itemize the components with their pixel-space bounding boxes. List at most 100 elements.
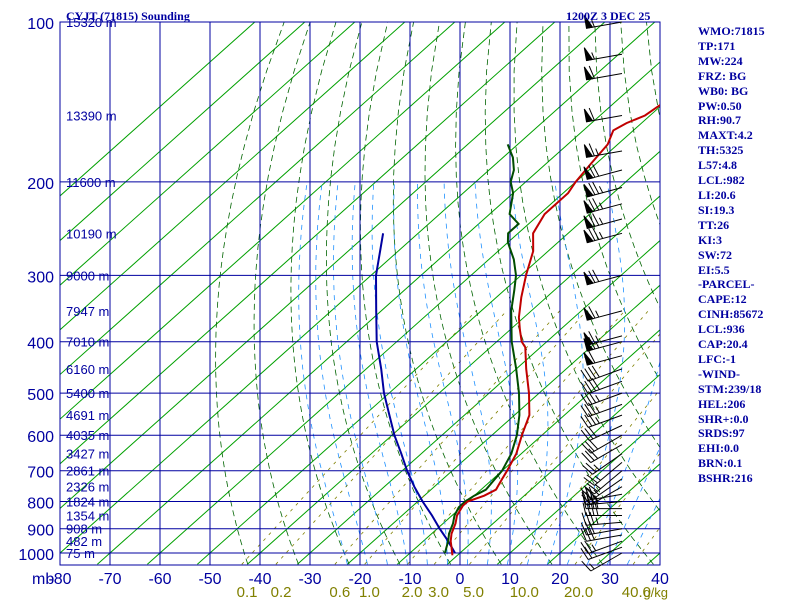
moist-adiabat-line bbox=[474, 181, 519, 565]
mixing-ratio-tick-label: 0.1 bbox=[237, 584, 258, 600]
moist-adiabat-line bbox=[371, 181, 428, 565]
index-line: SHR+:0.0 bbox=[698, 411, 749, 426]
temperature-tick-label: 40 bbox=[651, 571, 669, 588]
pressure-temperature-grid bbox=[59, 21, 661, 566]
height-label: 4691 m bbox=[66, 408, 109, 423]
index-line: CAPE:12 bbox=[698, 292, 747, 307]
dry-adiabat-line bbox=[253, 22, 311, 565]
height-label: 7010 m bbox=[66, 335, 109, 350]
index-line: CINH:85672 bbox=[698, 307, 764, 322]
isotherm-line bbox=[347, 284, 660, 565]
mixing-ratio-tick-label: 5.0 bbox=[463, 584, 484, 600]
isotherm-line bbox=[60, 22, 506, 420]
index-line: TH:5325 bbox=[698, 143, 744, 158]
wind-barb bbox=[583, 470, 623, 495]
wind-barb bbox=[581, 552, 623, 572]
pressure-tick-label: 300 bbox=[27, 269, 54, 286]
index-line: EI:5.5 bbox=[698, 262, 730, 277]
index-line: LCL:936 bbox=[698, 322, 745, 337]
wind-barb bbox=[583, 331, 623, 346]
isotherm-line bbox=[60, 22, 256, 197]
index-line: MW:224 bbox=[698, 53, 743, 68]
mixing-ratio-tick-label: 2.0 bbox=[402, 584, 423, 600]
pressure-tick-label: 700 bbox=[27, 465, 54, 482]
moist-adiabat-line bbox=[443, 181, 492, 565]
wind-barb bbox=[583, 164, 623, 180]
mixing-ratio-line bbox=[632, 526, 660, 565]
index-line: SRDS:97 bbox=[698, 426, 745, 441]
mixing-ratio-tick-label: 10.0 bbox=[510, 584, 539, 600]
station-title: CYJT (71815) Sounding bbox=[66, 9, 190, 23]
index-line: TT:26 bbox=[698, 217, 730, 232]
temperature-tick-label: -70 bbox=[98, 571, 121, 588]
mixing-ratio-tick-label: 0.2 bbox=[271, 584, 292, 600]
wind-barb bbox=[583, 65, 623, 81]
isotherm-line bbox=[497, 418, 660, 565]
mixing-ratio-tick-label: 3.0 bbox=[428, 584, 449, 600]
pressure-unit-label: mb bbox=[32, 571, 54, 588]
isotherm-line bbox=[60, 22, 356, 286]
diagram-background-lines bbox=[60, 22, 660, 565]
pressure-tick-label: 100 bbox=[27, 16, 54, 33]
index-line: RH:90.7 bbox=[698, 113, 741, 128]
temperature-tick-label: -50 bbox=[198, 571, 221, 588]
wind-barbs bbox=[580, 15, 623, 572]
dry-adiabat-line bbox=[290, 22, 350, 565]
index-line: LCL:982 bbox=[698, 173, 745, 188]
temperature-profile-line bbox=[449, 103, 660, 556]
isotherm-line bbox=[60, 22, 456, 376]
index-line: L57:4.8 bbox=[698, 158, 737, 173]
index-line: LI:20.6 bbox=[698, 187, 736, 202]
moist-adiabat-line bbox=[393, 181, 448, 565]
dewpoint-profile-line bbox=[444, 144, 521, 554]
index-line: -PARCEL- bbox=[698, 277, 755, 292]
height-label: 5400 m bbox=[66, 386, 109, 401]
height-label: 11600 m bbox=[66, 175, 116, 190]
wind-barb bbox=[583, 15, 623, 29]
pressure-tick-label: 800 bbox=[27, 496, 54, 513]
mixing-ratio-line bbox=[334, 310, 560, 565]
height-label: 4035 m bbox=[66, 428, 109, 443]
temperature-tick-label: -20 bbox=[348, 571, 371, 588]
isotherm-line bbox=[447, 373, 660, 565]
index-line: EHI:0.0 bbox=[698, 441, 740, 456]
index-line: LFC:-1 bbox=[698, 351, 736, 366]
temperature-tick-label: -60 bbox=[148, 571, 171, 588]
mixing-ratio-tick-label: 40.0 bbox=[622, 584, 651, 600]
index-line: TP:171 bbox=[698, 38, 736, 53]
height-label: 908 m bbox=[66, 522, 102, 537]
moist-adiabat-line bbox=[298, 181, 348, 565]
wind-barb bbox=[583, 143, 623, 158]
dry-adiabat-line bbox=[215, 22, 285, 565]
height-label: 1824 m bbox=[66, 495, 109, 510]
wind-barb bbox=[580, 402, 623, 418]
moist-adiabat-line bbox=[547, 181, 584, 565]
temperature-tick-label: -80 bbox=[48, 571, 71, 588]
isotherm-line bbox=[297, 239, 660, 565]
height-label: 2861 m bbox=[66, 464, 109, 479]
moist-adiabat-line bbox=[351, 181, 408, 565]
mixing-ratio-line bbox=[520, 388, 660, 565]
pressure-tick-label: 200 bbox=[27, 176, 54, 193]
wind-barb bbox=[580, 413, 623, 428]
height-label: 9000 m bbox=[66, 268, 109, 283]
index-line: SI:19.3 bbox=[698, 202, 735, 217]
wind-barb bbox=[580, 424, 623, 442]
wind-barb bbox=[581, 511, 623, 526]
wind-barb bbox=[583, 181, 623, 198]
wind-barb bbox=[583, 227, 623, 244]
moist-adiabat-line bbox=[315, 181, 368, 565]
mixing-ratio-tick-label: 20.0 bbox=[564, 584, 593, 600]
wind-barb bbox=[582, 453, 623, 475]
isotherm-line bbox=[60, 22, 656, 554]
wind-barb bbox=[580, 540, 623, 554]
mixing-ratio-tick-label: 1.0 bbox=[359, 584, 380, 600]
wind-barb bbox=[580, 378, 623, 395]
isotherm-line bbox=[147, 105, 660, 565]
moist-adiabat-line bbox=[333, 181, 388, 565]
mixing-ratio-line bbox=[241, 310, 477, 565]
temperature-tick-label: -40 bbox=[248, 571, 271, 588]
parcel-trace-line bbox=[374, 233, 456, 554]
isotherm-line bbox=[247, 195, 660, 565]
